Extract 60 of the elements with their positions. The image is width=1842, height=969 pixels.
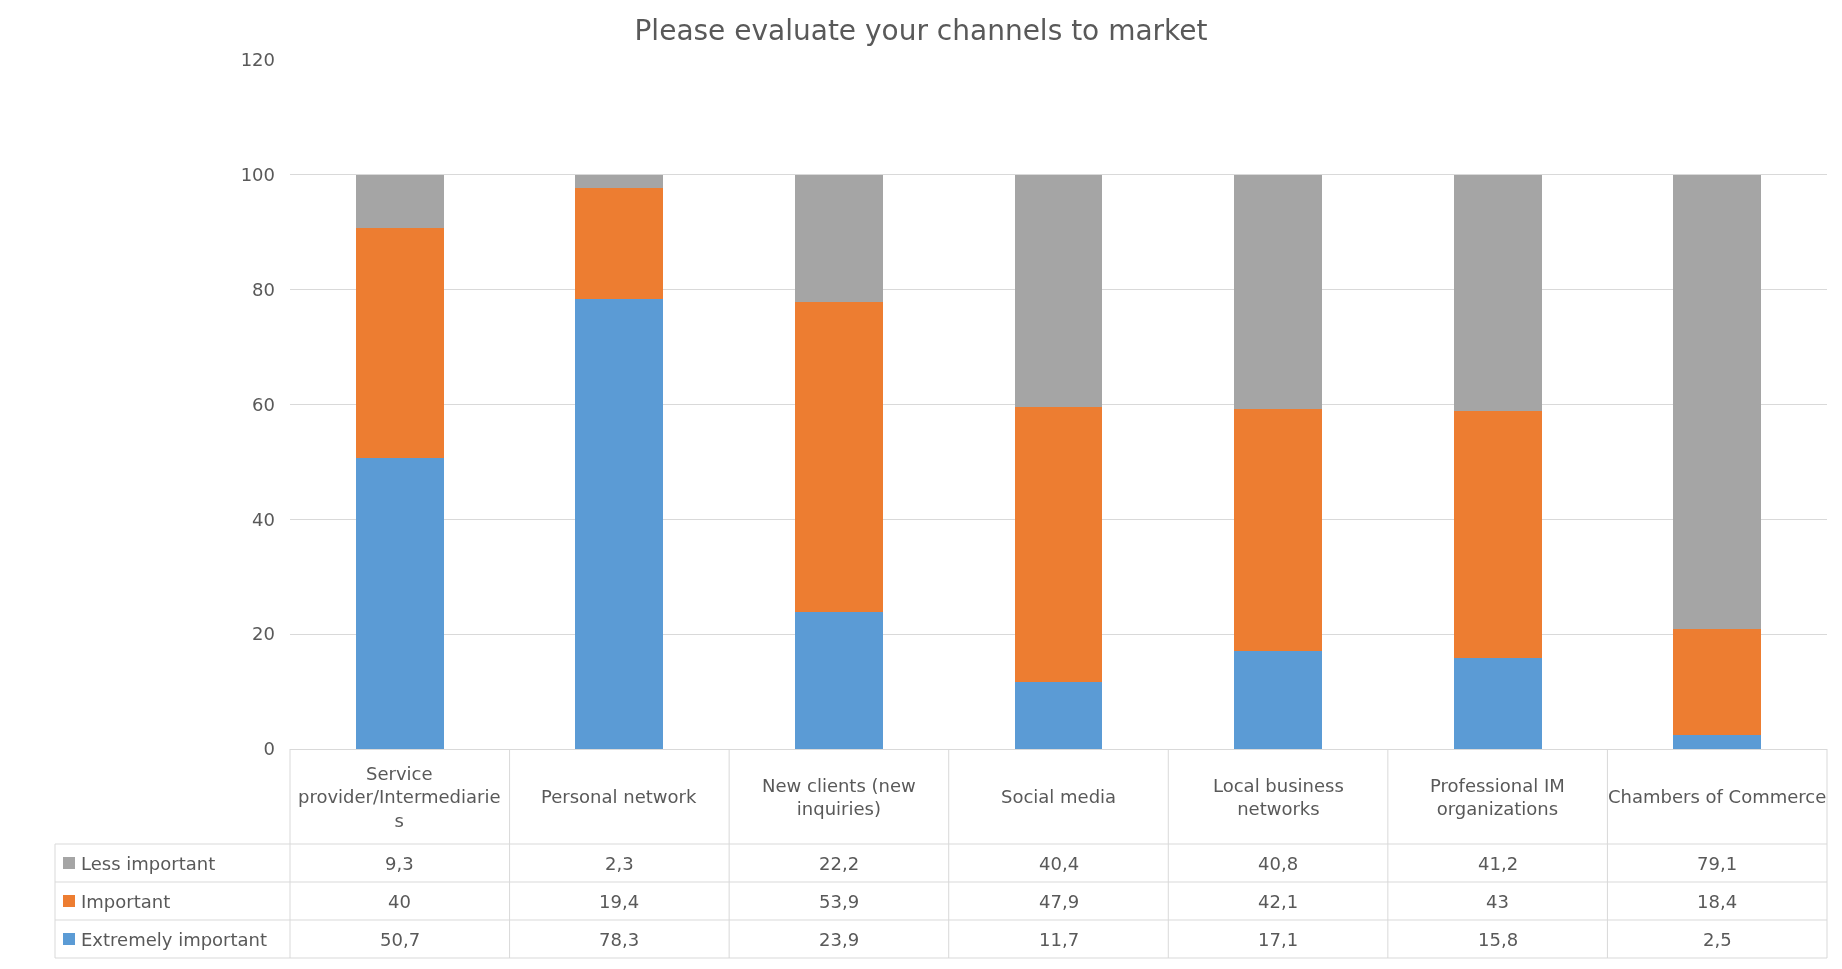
legend-label: Important <box>81 891 171 912</box>
data-label: 40,8 <box>1258 853 1299 874</box>
bar <box>1673 734 1762 749</box>
bar <box>795 174 883 303</box>
bar <box>1014 406 1103 682</box>
data-label: 15,8 <box>1478 929 1519 950</box>
bar <box>355 174 444 229</box>
chart-title: Please evaluate your channels to market <box>634 13 1208 47</box>
y-tick-label: 80 <box>252 278 275 300</box>
bar <box>575 299 664 749</box>
bar <box>355 228 444 458</box>
bar <box>1234 174 1322 410</box>
bar <box>1673 629 1762 735</box>
bar <box>355 457 444 749</box>
y-tick-label: 0 <box>263 738 275 760</box>
y-tick-label: 40 <box>252 508 275 530</box>
bar <box>1014 174 1103 407</box>
data-label: 2,3 <box>605 853 634 874</box>
data-label: 53,9 <box>819 891 860 912</box>
x-tick-label: Service provider/Intermediaries <box>298 763 501 831</box>
data-label: 41,2 <box>1478 853 1519 874</box>
x-tick-label: Personal network <box>541 786 697 807</box>
x-tick-label: Local business networks <box>1213 775 1344 820</box>
data-label: 18,4 <box>1697 891 1738 912</box>
data-label: 22,2 <box>819 853 860 874</box>
bar <box>1453 174 1542 412</box>
bar <box>1234 650 1322 749</box>
data-label: 9,3 <box>385 853 414 874</box>
bar <box>795 302 883 612</box>
data-label: 17,1 <box>1258 929 1299 950</box>
bar <box>1453 658 1542 749</box>
bar <box>1234 409 1322 651</box>
bar <box>575 188 664 300</box>
data-label: 23,9 <box>819 929 860 950</box>
y-tick-label: 120 <box>240 49 275 71</box>
bar <box>1453 411 1542 659</box>
x-tick-label: Professional IM organizations <box>1430 775 1565 820</box>
data-label: 43 <box>1486 891 1509 912</box>
y-tick-label: 20 <box>252 623 275 645</box>
data-label: 40,4 <box>1039 853 1080 874</box>
bar <box>795 611 883 749</box>
x-tick-label: Social media <box>1001 786 1117 807</box>
bar <box>575 174 664 189</box>
y-tick-label: 100 <box>240 164 275 186</box>
y-tick-label: 60 <box>252 393 275 415</box>
data-label: 79,1 <box>1697 853 1738 874</box>
bar <box>1014 681 1103 749</box>
data-label: 2,5 <box>1703 929 1732 950</box>
legend-label: Less important <box>81 853 216 874</box>
bar <box>1673 174 1762 629</box>
x-tick-label: New clients (new inquiries) <box>762 775 916 820</box>
data-label: 42,1 <box>1258 891 1299 912</box>
data-label: 40 <box>388 891 411 912</box>
x-tick-label: Chambers of Commerce <box>1608 786 1827 807</box>
legend-label: Extremely important <box>81 929 268 950</box>
data-label: 19,4 <box>599 891 640 912</box>
data-label: 11,7 <box>1039 929 1080 950</box>
data-label: 50,7 <box>380 929 421 950</box>
data-label: 78,3 <box>599 929 640 950</box>
data-label: 47,9 <box>1039 891 1080 912</box>
